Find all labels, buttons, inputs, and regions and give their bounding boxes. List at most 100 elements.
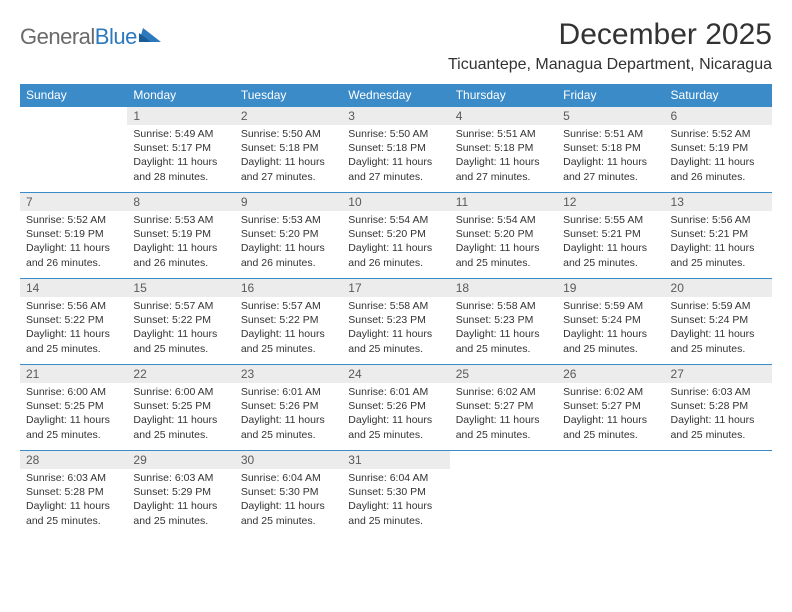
logo-text: GeneralBlue	[20, 24, 137, 50]
day-content: Sunrise: 5:50 AMSunset: 5:18 PMDaylight:…	[342, 125, 449, 188]
calendar-day-cell: 19Sunrise: 5:59 AMSunset: 5:24 PMDayligh…	[557, 279, 664, 365]
calendar-day-cell: 30Sunrise: 6:04 AMSunset: 5:30 PMDayligh…	[235, 451, 342, 537]
calendar-day-cell: 4Sunrise: 5:51 AMSunset: 5:18 PMDaylight…	[450, 107, 557, 193]
day-number: 16	[235, 279, 342, 297]
calendar-day-cell: 22Sunrise: 6:00 AMSunset: 5:25 PMDayligh…	[127, 365, 234, 451]
calendar-day-cell: 31Sunrise: 6:04 AMSunset: 5:30 PMDayligh…	[342, 451, 449, 537]
day-content: Sunrise: 5:54 AMSunset: 5:20 PMDaylight:…	[342, 211, 449, 274]
calendar-day-cell: 9Sunrise: 5:53 AMSunset: 5:20 PMDaylight…	[235, 193, 342, 279]
calendar-day-cell	[665, 451, 772, 537]
day-content: Sunrise: 5:55 AMSunset: 5:21 PMDaylight:…	[557, 211, 664, 274]
day-number: 26	[557, 365, 664, 383]
calendar-header: SundayMondayTuesdayWednesdayThursdayFrid…	[20, 84, 772, 107]
calendar-day-cell: 24Sunrise: 6:01 AMSunset: 5:26 PMDayligh…	[342, 365, 449, 451]
day-content: Sunrise: 5:58 AMSunset: 5:23 PMDaylight:…	[342, 297, 449, 360]
weekday-header: Thursday	[450, 84, 557, 107]
day-content: Sunrise: 5:59 AMSunset: 5:24 PMDaylight:…	[665, 297, 772, 360]
calendar-day-cell: 28Sunrise: 6:03 AMSunset: 5:28 PMDayligh…	[20, 451, 127, 537]
day-content: Sunrise: 5:58 AMSunset: 5:23 PMDaylight:…	[450, 297, 557, 360]
day-number: 13	[665, 193, 772, 211]
day-number: 28	[20, 451, 127, 469]
day-content: Sunrise: 5:53 AMSunset: 5:20 PMDaylight:…	[235, 211, 342, 274]
day-number: 25	[450, 365, 557, 383]
calendar-day-cell: 5Sunrise: 5:51 AMSunset: 5:18 PMDaylight…	[557, 107, 664, 193]
day-content: Sunrise: 6:03 AMSunset: 5:28 PMDaylight:…	[665, 383, 772, 446]
day-content: Sunrise: 5:56 AMSunset: 5:22 PMDaylight:…	[20, 297, 127, 360]
day-number: 30	[235, 451, 342, 469]
day-content: Sunrise: 5:59 AMSunset: 5:24 PMDaylight:…	[557, 297, 664, 360]
calendar-body: 1Sunrise: 5:49 AMSunset: 5:17 PMDaylight…	[20, 107, 772, 537]
calendar-day-cell: 23Sunrise: 6:01 AMSunset: 5:26 PMDayligh…	[235, 365, 342, 451]
day-number: 31	[342, 451, 449, 469]
calendar-week-row: 7Sunrise: 5:52 AMSunset: 5:19 PMDaylight…	[20, 193, 772, 279]
weekday-header: Tuesday	[235, 84, 342, 107]
calendar-week-row: 1Sunrise: 5:49 AMSunset: 5:17 PMDaylight…	[20, 107, 772, 193]
day-content: Sunrise: 5:53 AMSunset: 5:19 PMDaylight:…	[127, 211, 234, 274]
calendar-day-cell: 1Sunrise: 5:49 AMSunset: 5:17 PMDaylight…	[127, 107, 234, 193]
day-content: Sunrise: 6:03 AMSunset: 5:28 PMDaylight:…	[20, 469, 127, 532]
day-number: 14	[20, 279, 127, 297]
location: Ticuantepe, Managua Department, Nicaragu…	[448, 56, 772, 74]
day-number: 29	[127, 451, 234, 469]
weekday-header: Monday	[127, 84, 234, 107]
logo-text-general: General	[20, 24, 95, 49]
calendar-day-cell: 25Sunrise: 6:02 AMSunset: 5:27 PMDayligh…	[450, 365, 557, 451]
day-content: Sunrise: 6:01 AMSunset: 5:26 PMDaylight:…	[235, 383, 342, 446]
day-content: Sunrise: 5:54 AMSunset: 5:20 PMDaylight:…	[450, 211, 557, 274]
flag-icon	[139, 26, 165, 49]
day-number: 9	[235, 193, 342, 211]
calendar-day-cell: 10Sunrise: 5:54 AMSunset: 5:20 PMDayligh…	[342, 193, 449, 279]
day-number: 15	[127, 279, 234, 297]
day-number: 24	[342, 365, 449, 383]
calendar-day-cell	[20, 107, 127, 193]
day-number: 22	[127, 365, 234, 383]
day-content: Sunrise: 5:52 AMSunset: 5:19 PMDaylight:…	[665, 125, 772, 188]
day-number: 1	[127, 107, 234, 125]
day-number: 8	[127, 193, 234, 211]
day-number: 2	[235, 107, 342, 125]
day-number: 6	[665, 107, 772, 125]
calendar-day-cell	[557, 451, 664, 537]
calendar-day-cell: 17Sunrise: 5:58 AMSunset: 5:23 PMDayligh…	[342, 279, 449, 365]
calendar-day-cell: 3Sunrise: 5:50 AMSunset: 5:18 PMDaylight…	[342, 107, 449, 193]
day-content: Sunrise: 5:50 AMSunset: 5:18 PMDaylight:…	[235, 125, 342, 188]
day-content: Sunrise: 6:00 AMSunset: 5:25 PMDaylight:…	[127, 383, 234, 446]
calendar-week-row: 14Sunrise: 5:56 AMSunset: 5:22 PMDayligh…	[20, 279, 772, 365]
calendar-week-row: 28Sunrise: 6:03 AMSunset: 5:28 PMDayligh…	[20, 451, 772, 537]
calendar-day-cell: 18Sunrise: 5:58 AMSunset: 5:23 PMDayligh…	[450, 279, 557, 365]
weekday-header: Wednesday	[342, 84, 449, 107]
calendar-day-cell: 6Sunrise: 5:52 AMSunset: 5:19 PMDaylight…	[665, 107, 772, 193]
calendar-table: SundayMondayTuesdayWednesdayThursdayFrid…	[20, 84, 772, 537]
calendar-day-cell: 21Sunrise: 6:00 AMSunset: 5:25 PMDayligh…	[20, 365, 127, 451]
calendar-day-cell: 8Sunrise: 5:53 AMSunset: 5:19 PMDaylight…	[127, 193, 234, 279]
header: GeneralBlue December 2025 Ticuantepe, Ma…	[20, 18, 772, 74]
calendar-day-cell: 12Sunrise: 5:55 AMSunset: 5:21 PMDayligh…	[557, 193, 664, 279]
day-content: Sunrise: 5:56 AMSunset: 5:21 PMDaylight:…	[665, 211, 772, 274]
day-number: 27	[665, 365, 772, 383]
day-content: Sunrise: 5:52 AMSunset: 5:19 PMDaylight:…	[20, 211, 127, 274]
day-number: 17	[342, 279, 449, 297]
day-content: Sunrise: 6:01 AMSunset: 5:26 PMDaylight:…	[342, 383, 449, 446]
day-content: Sunrise: 5:49 AMSunset: 5:17 PMDaylight:…	[127, 125, 234, 188]
day-content: Sunrise: 6:04 AMSunset: 5:30 PMDaylight:…	[342, 469, 449, 532]
calendar-day-cell: 14Sunrise: 5:56 AMSunset: 5:22 PMDayligh…	[20, 279, 127, 365]
calendar-day-cell: 2Sunrise: 5:50 AMSunset: 5:18 PMDaylight…	[235, 107, 342, 193]
day-number: 20	[665, 279, 772, 297]
day-number: 23	[235, 365, 342, 383]
calendar-day-cell: 7Sunrise: 5:52 AMSunset: 5:19 PMDaylight…	[20, 193, 127, 279]
logo: GeneralBlue	[20, 24, 165, 50]
calendar-day-cell: 29Sunrise: 6:03 AMSunset: 5:29 PMDayligh…	[127, 451, 234, 537]
day-number: 11	[450, 193, 557, 211]
day-number: 18	[450, 279, 557, 297]
day-content: Sunrise: 6:03 AMSunset: 5:29 PMDaylight:…	[127, 469, 234, 532]
calendar-day-cell: 15Sunrise: 5:57 AMSunset: 5:22 PMDayligh…	[127, 279, 234, 365]
day-number: 12	[557, 193, 664, 211]
calendar-day-cell: 13Sunrise: 5:56 AMSunset: 5:21 PMDayligh…	[665, 193, 772, 279]
day-content: Sunrise: 6:04 AMSunset: 5:30 PMDaylight:…	[235, 469, 342, 532]
day-content: Sunrise: 6:02 AMSunset: 5:27 PMDaylight:…	[450, 383, 557, 446]
calendar-week-row: 21Sunrise: 6:00 AMSunset: 5:25 PMDayligh…	[20, 365, 772, 451]
day-content: Sunrise: 6:02 AMSunset: 5:27 PMDaylight:…	[557, 383, 664, 446]
day-number: 21	[20, 365, 127, 383]
day-content: Sunrise: 5:57 AMSunset: 5:22 PMDaylight:…	[127, 297, 234, 360]
day-number: 7	[20, 193, 127, 211]
